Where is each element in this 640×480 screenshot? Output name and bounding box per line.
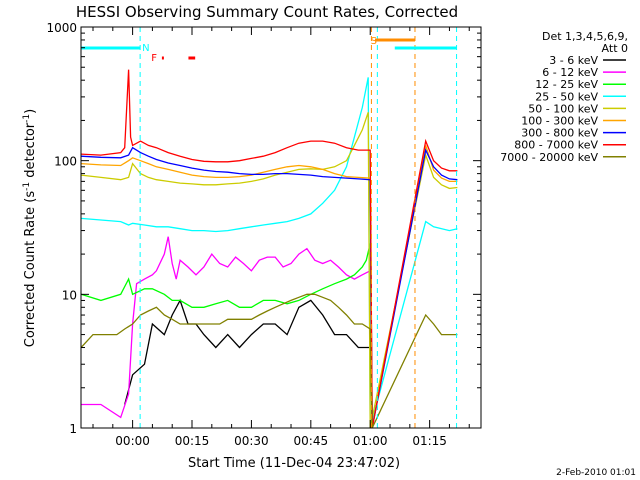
y-tick-label-2: 10 [62, 288, 77, 302]
legend-label-2: 6 - 12 keV [542, 66, 598, 79]
flag-label-f: F [151, 53, 157, 64]
legend-label-3: 12 - 25 keV [535, 78, 598, 91]
legend-label-7: 300 - 800 keV [521, 127, 598, 140]
flag-label-n: N [142, 43, 149, 54]
x-axis-ticks: 00:00 00:15 00:30 00:45 01:00 01:15 [92, 27, 470, 448]
series-line-5 [81, 112, 458, 429]
y-axis-label-sup1: -1 [22, 182, 32, 191]
flag-layer: NF S [81, 27, 458, 428]
series-line-6 [81, 145, 458, 429]
legend-label-9: 7000 - 20000 keV [500, 151, 598, 164]
x-tick-label-4: 00:45 [294, 434, 329, 448]
legend-label-5: 50 - 100 keV [528, 102, 598, 115]
series-line-2 [81, 236, 373, 429]
y-axis-label-part2: detector [23, 122, 38, 182]
y-axis-label-part1: Corrected Count Rate (s [23, 191, 38, 348]
y-axis-ticks: 1 10 100 1000 [46, 21, 481, 436]
x-tick-label-2: 00:15 [175, 434, 210, 448]
y-tick-label-3: 100 [54, 155, 77, 169]
y-tick-label-4: 1000 [46, 21, 77, 35]
series-line-4 [81, 77, 458, 429]
y-tick-label-1: 1 [69, 422, 77, 436]
flag-label-s: S [371, 36, 377, 47]
legend-header-detectors: Det 1,3,4,5,6,9, [542, 30, 628, 43]
x-tick-label-5: 01:00 [353, 434, 388, 448]
plot-frame [80, 26, 482, 429]
series-line-7 [81, 146, 458, 429]
legend-label-6: 100 - 300 keV [521, 115, 598, 128]
x-tick-label-6: 01:15 [412, 434, 447, 448]
x-tick-label-3: 00:30 [234, 434, 269, 448]
y-axis-label-part3: ) [23, 109, 38, 114]
legend-header-attenuator: Att 0 [602, 42, 628, 55]
x-axis-label: Start Time (11-Dec-04 23:47:02) [188, 456, 400, 471]
legend-label-8: 800 - 7000 keV [514, 139, 598, 152]
series-line-9 [80, 293, 458, 429]
legend-label-4: 25 - 50 keV [535, 90, 598, 103]
plot-border [80, 26, 482, 429]
y-axis-label: Corrected Count Rate (s-1 detector-1) [22, 109, 38, 347]
x-tick-label-1: 00:00 [115, 434, 150, 448]
chart-title: HESSI Observing Summary Count Rates, Cor… [76, 3, 458, 21]
footer-date: 2-Feb-2010 01:01 [556, 468, 636, 478]
series-line-1 [124, 298, 373, 429]
y-axis-label-sup2: -1 [22, 114, 32, 123]
series-line-8 [81, 69, 458, 429]
series-layer [80, 69, 458, 429]
legend-label-1: 3 - 6 keV [549, 54, 598, 67]
